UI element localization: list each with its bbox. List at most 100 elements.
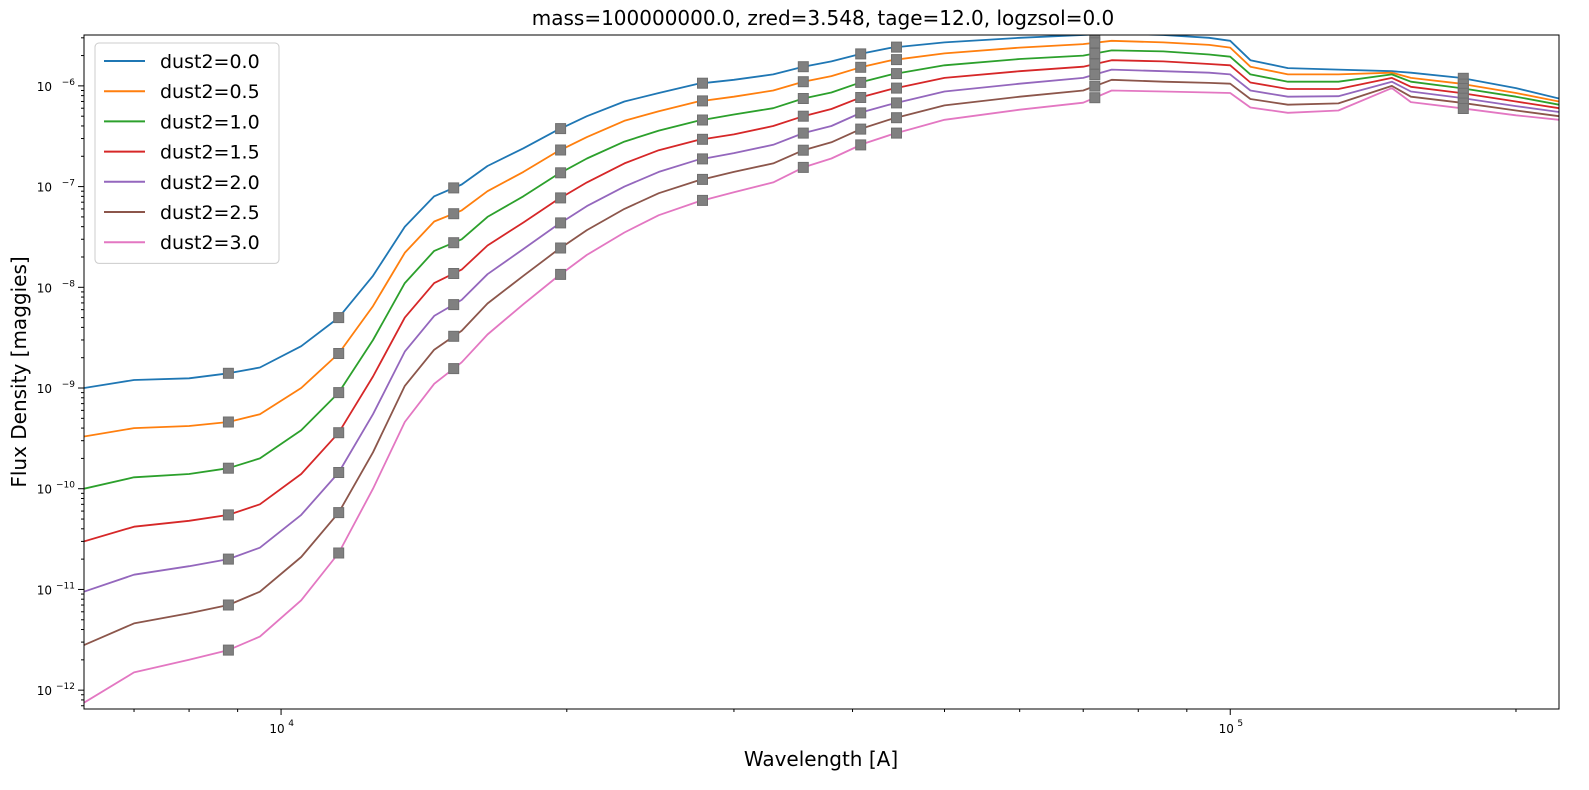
photometry-marker <box>797 110 809 122</box>
plot-frame <box>83 34 1560 710</box>
photometry-marker <box>222 509 234 521</box>
photometry-marker <box>222 367 234 379</box>
y-axis-label: Flux Density [maggies] <box>7 256 31 487</box>
photometry-marker <box>855 123 867 135</box>
y-tick-label: 10 <box>37 181 52 195</box>
photometry-marker <box>697 153 708 165</box>
photometry-marker <box>697 77 708 89</box>
series-line-0 <box>84 35 1559 389</box>
photometry-marker <box>797 76 809 88</box>
photometry-marker <box>448 299 460 311</box>
photometry-marker <box>333 547 345 559</box>
y-tick-label: 10 <box>37 483 52 497</box>
y-tick-label: 10 <box>37 382 52 396</box>
photometry-marker <box>1457 103 1469 114</box>
photometry-marker <box>555 123 567 135</box>
photometry-marker <box>891 127 902 139</box>
photometry-marker <box>797 61 809 73</box>
photometry-marker <box>333 427 345 439</box>
photometry-marker <box>448 268 460 279</box>
photometry-marker <box>555 217 567 229</box>
legend-label: dust2=0.0 <box>160 51 260 73</box>
photometry-marker <box>891 112 902 124</box>
photometry-marker <box>855 48 867 60</box>
photometry-marker <box>555 192 567 204</box>
photometry-marker <box>891 82 902 94</box>
photometry-marker <box>891 41 902 53</box>
photometry-marker <box>855 107 867 119</box>
photometry-marker <box>448 330 460 342</box>
photometry-marker <box>855 139 867 151</box>
y-tick-exponent: −6 <box>62 78 76 88</box>
photometry-marker <box>891 68 902 80</box>
photometry-marker <box>797 127 809 139</box>
y-tick-exponent: −10 <box>56 481 75 491</box>
y-tick-exponent: −7 <box>62 179 75 189</box>
photometry-marker <box>222 644 234 656</box>
y-tick-label: 10 <box>37 80 52 94</box>
photometry-marker <box>333 348 345 359</box>
photometry-marker <box>555 268 567 280</box>
series-layer <box>84 35 1559 704</box>
photometry-marker <box>333 387 345 399</box>
photometry-marker <box>555 167 567 179</box>
photometry-marker <box>891 54 902 66</box>
series-line-4 <box>84 68 1559 593</box>
photometry-marker <box>333 507 345 519</box>
y-tick-exponent: −9 <box>62 380 76 390</box>
y-tick-label: 10 <box>37 684 52 698</box>
series-line-5 <box>84 78 1559 646</box>
legend-box <box>94 42 280 264</box>
photometry-marker <box>555 242 567 254</box>
y-tick-label: 10 <box>37 281 52 295</box>
photometry-marker <box>855 61 867 73</box>
photometry-marker <box>1089 58 1101 70</box>
photometry-marker <box>555 144 567 156</box>
photometry-marker <box>448 208 460 220</box>
photometry-marker <box>797 161 809 173</box>
photometry-marker <box>697 133 708 145</box>
photometry-marker <box>797 144 809 156</box>
photometry-marker <box>891 97 902 109</box>
chart-title: mass=100000000.0, zred=3.548, tage=12.0,… <box>532 6 1115 30</box>
marker-layer <box>222 35 1469 656</box>
photometry-marker <box>855 76 867 88</box>
legend-label: dust2=3.0 <box>160 232 260 254</box>
photometry-marker <box>222 416 234 428</box>
y-tick-exponent: −11 <box>56 581 75 591</box>
x-tick-label: 10 <box>269 722 284 736</box>
photometry-marker <box>697 173 708 185</box>
y-tick-exponent: −12 <box>56 682 75 692</box>
photometry-marker <box>448 363 460 375</box>
legend-label: dust2=1.5 <box>160 142 260 164</box>
legend-label: dust2=1.0 <box>160 111 260 133</box>
x-axis: 10 4 10 5 <box>133 709 1517 736</box>
photometry-marker <box>1089 80 1101 92</box>
y-axis: −12 10 −11 10 −10 10 −9 10 −8 10 −7 10 −6 10 <box>37 37 84 707</box>
photometry-marker <box>1089 48 1101 59</box>
photometry-marker <box>697 194 708 206</box>
photometry-marker <box>697 114 708 126</box>
photometry-marker <box>448 182 460 194</box>
legend-label: dust2=2.0 <box>160 172 260 194</box>
photometry-marker <box>222 553 234 565</box>
series-line-6 <box>84 87 1559 704</box>
series-line-2 <box>84 49 1559 490</box>
series-line-3 <box>84 59 1559 543</box>
series-line-1 <box>84 39 1559 438</box>
photometry-marker <box>333 467 345 478</box>
photometry-marker <box>797 93 809 104</box>
photometry-marker <box>1089 37 1101 49</box>
x-tick-exponent: 4 <box>288 719 294 729</box>
photometry-marker <box>697 95 708 107</box>
photometry-marker <box>222 462 234 474</box>
x-tick-exponent: 5 <box>1237 719 1243 729</box>
photometry-marker <box>1089 92 1101 104</box>
legend: dust2=0.0 dust2=0.5 dust2=1.0 dust2=1.5 dust… <box>94 42 280 264</box>
legend-label: dust2=0.5 <box>160 81 260 103</box>
photometry-marker <box>855 92 867 103</box>
photometry-marker <box>222 599 234 611</box>
y-tick-label: 10 <box>37 583 52 597</box>
photometry-marker <box>448 237 460 249</box>
